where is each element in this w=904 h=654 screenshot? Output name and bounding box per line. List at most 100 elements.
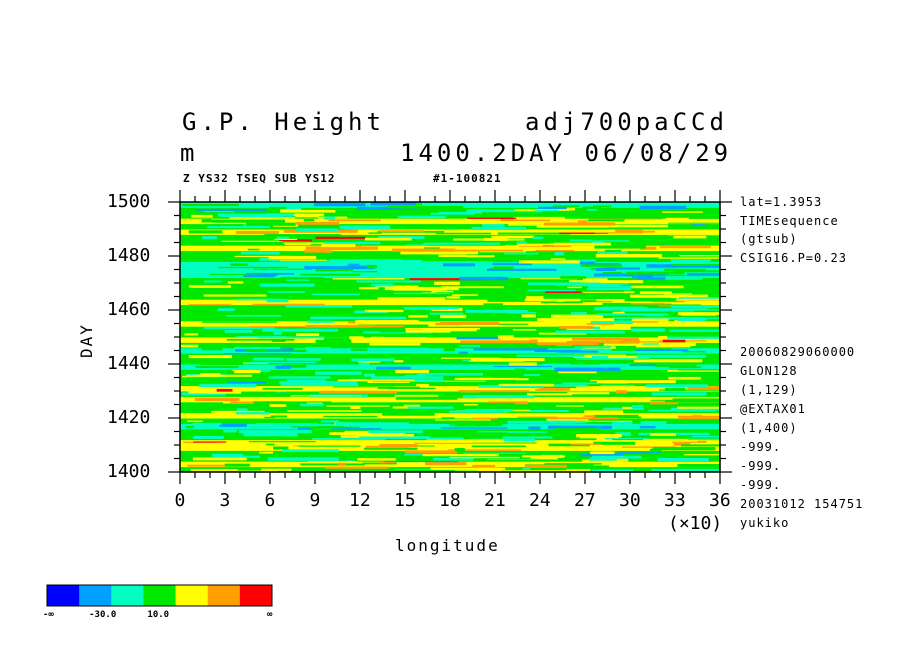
heatmap-streak [411,250,439,253]
heatmap-streak [252,303,325,306]
heatmap-streak [456,336,501,340]
heatmap-streak [223,353,292,355]
heatmap-streak [681,444,720,447]
heatmap-streak [463,377,519,380]
heatmap-streak [668,366,702,369]
heatmap-streak [522,455,566,458]
heatmap-streak [632,405,644,408]
heatmap-streak [514,401,529,405]
heatmap-streak [313,203,366,207]
heatmap-streak [200,373,221,376]
heatmap-streak [530,456,558,460]
heatmap-streak [658,257,720,259]
heatmap-streak [639,205,687,209]
heatmap-streak [217,308,235,312]
heatmap-streak [441,417,455,419]
heatmap-streak [379,444,418,447]
heatmap-streak [665,217,716,222]
heatmap-band [180,385,720,392]
colorbar-label: 10.0 [147,610,170,620]
heatmap-streak [433,457,474,461]
heatmap-streak [662,211,703,213]
colorbar-swatch [79,585,112,606]
heatmap-streak [615,390,628,394]
heatmap-band [180,450,720,457]
heatmap-streak [275,365,292,369]
heatmap-streak [664,387,686,392]
heatmap-streak [675,299,720,301]
heatmap-streak [370,202,416,206]
heatmap-streak [472,464,496,467]
heatmap-streak [358,325,405,328]
heatmap-band [180,212,720,219]
heatmap-streak [328,219,381,222]
subtitle-left: Z YS32 TSEQ SUB YS12 [183,172,336,185]
heatmap-streak [431,290,454,293]
heatmap-streak [349,336,364,339]
heatmap-streak [688,217,720,219]
heatmap-streak [441,357,501,359]
heatmap-streak [595,253,662,258]
heatmap-streak [315,236,366,239]
heatmap-streak [555,369,603,372]
heatmap-streak [201,219,212,223]
heatmap-streak [611,421,633,424]
heatmap-streak [684,454,720,456]
heatmap-streak [443,347,455,352]
heatmap-streak [542,363,571,367]
axis-ticks [168,190,732,484]
heatmap-streak [275,391,287,393]
heatmap-streak [423,242,500,245]
heatmap-streak [435,232,491,235]
heatmap-streak [672,264,720,266]
heatmap-streak [335,422,410,426]
heatmap-streak [650,399,715,401]
heatmap-streak [569,282,580,284]
side-info-line: TIMEsequence [740,213,839,228]
heatmap-streak [512,329,537,331]
heatmap-streak [592,469,634,473]
heatmap-streak [657,457,709,462]
heatmap-streak [207,226,270,229]
heatmap-streak [681,350,706,353]
heatmap-streak [225,315,282,317]
heatmap-band [180,315,720,322]
heatmap-streak [507,309,517,314]
heatmap-streak [221,240,284,242]
heatmap-streak [247,248,260,251]
heatmap-streak [500,218,551,222]
heatmap-streak [285,304,353,308]
heatmap-streak [473,442,537,444]
heatmap-streak [262,388,303,390]
heatmap-band [180,272,720,279]
heatmap-streak [677,319,704,322]
heatmap-streak [395,397,458,400]
heatmap-streak [261,468,292,471]
heatmap-streak [497,335,514,339]
x-tick-label: 0 [174,490,186,511]
heatmap-streak [310,316,338,320]
heatmap-streak [677,463,720,468]
heatmap-band [180,202,720,208]
heatmap-streak [453,238,525,241]
heatmap-streak [604,250,622,253]
heatmap-streak [279,381,358,385]
heatmap-streak [603,343,673,346]
heatmap-streak [342,260,357,263]
heatmap-streak [253,268,313,270]
heatmap-streak [188,304,232,306]
heatmap-streak [306,402,323,404]
heatmap-streak [646,264,719,268]
heatmap-streak [604,266,641,270]
title-run-name: adj700paCCd [525,108,728,136]
heatmap-streak [409,277,484,281]
heatmap-streak [458,390,530,393]
heatmap-streak [241,455,261,458]
heatmap-streak [295,215,319,218]
heatmap-streak [513,216,565,220]
heatmap-streak [455,423,503,427]
heatmap-streak [610,364,656,367]
heatmap-streak [187,393,208,396]
heatmap-streak [564,300,613,303]
heatmap-band [180,245,720,252]
